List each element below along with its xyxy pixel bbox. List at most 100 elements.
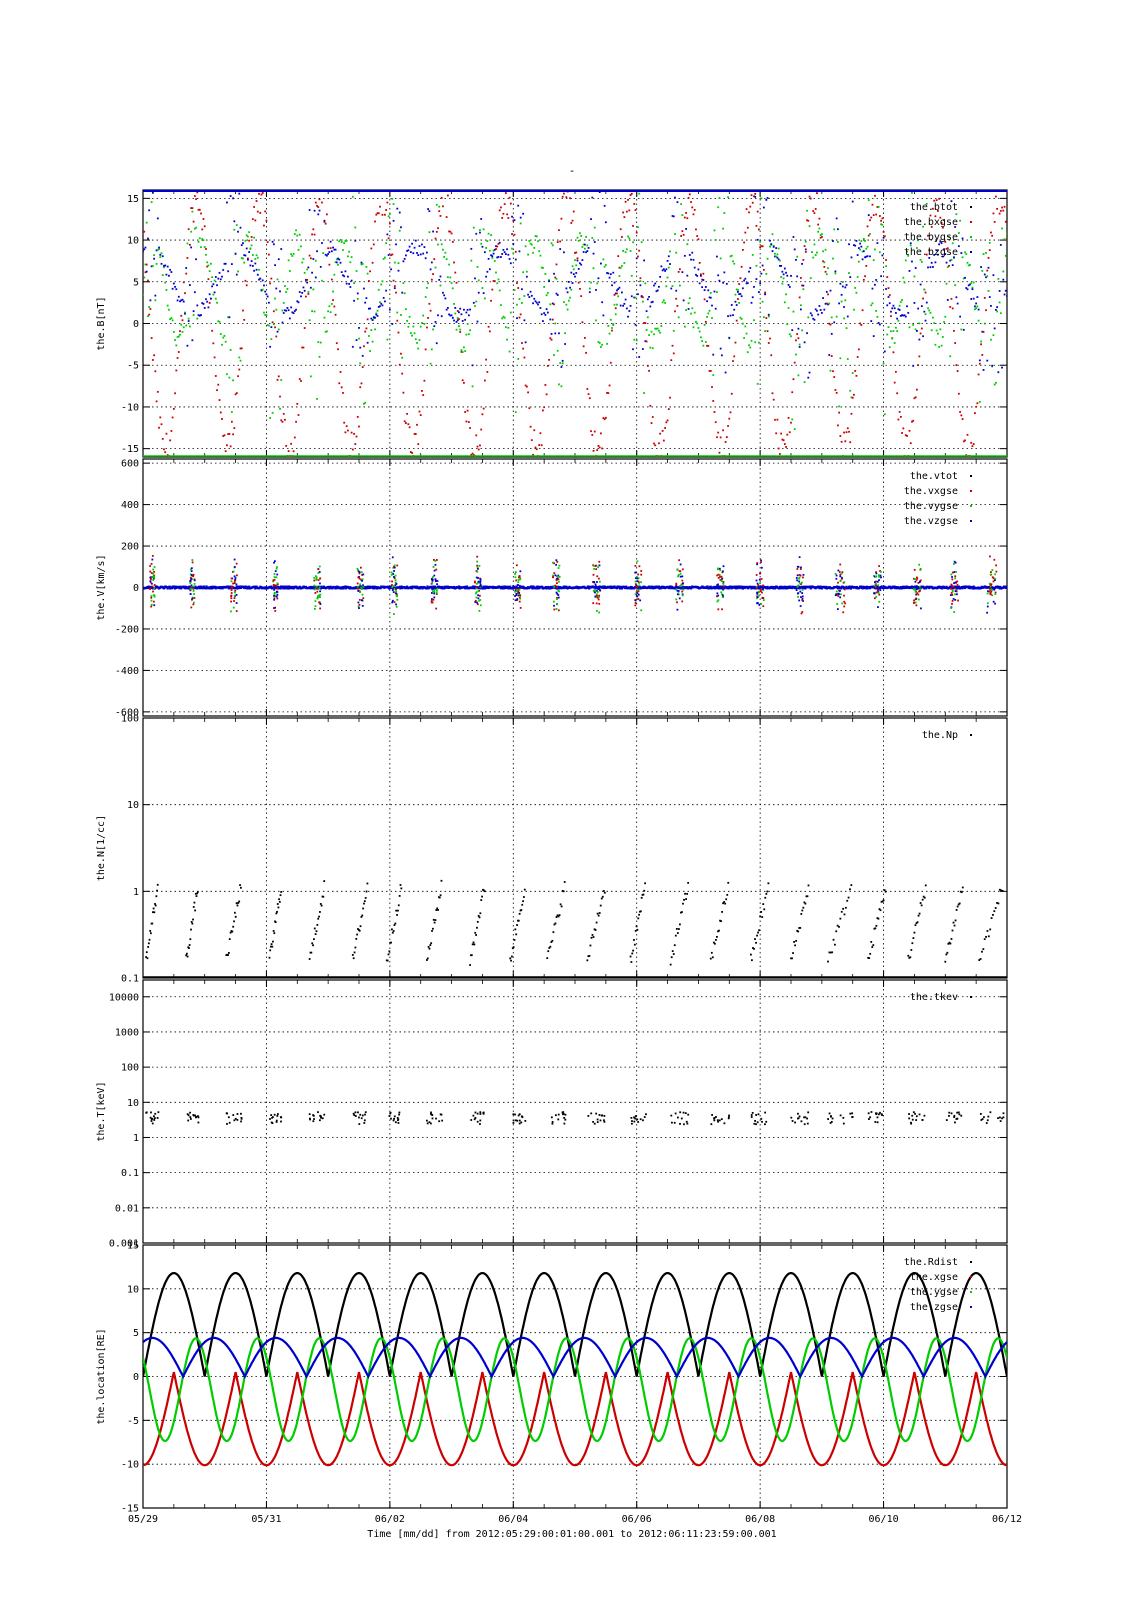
np-point	[192, 906, 195, 908]
v-point	[395, 603, 397, 606]
np-point	[149, 932, 152, 935]
by-point	[639, 280, 642, 283]
bx-point	[734, 341, 737, 344]
v-point	[514, 576, 517, 579]
v-point	[518, 591, 521, 594]
by-point	[292, 253, 295, 255]
bx-point	[344, 431, 347, 434]
by-point	[955, 213, 958, 216]
np-point	[145, 956, 147, 958]
bx-point	[712, 400, 715, 402]
v-point	[393, 576, 395, 578]
bz-point	[941, 255, 944, 258]
np-point	[228, 938, 231, 941]
by-point	[171, 319, 174, 322]
v-point	[634, 604, 637, 607]
by-point	[965, 253, 968, 256]
v-point	[722, 581, 725, 583]
bx-point	[776, 418, 779, 421]
vz-point	[783, 585, 786, 588]
np-point	[720, 920, 722, 923]
by-point	[909, 244, 912, 247]
v-point	[276, 593, 279, 596]
v-point	[875, 583, 877, 585]
bz-point	[483, 251, 486, 254]
v-point	[956, 584, 959, 586]
bz-point	[704, 286, 707, 288]
v-point	[317, 595, 320, 598]
v-point	[596, 581, 598, 583]
bz-point	[949, 259, 952, 262]
by-point	[261, 288, 264, 291]
by-point	[470, 259, 473, 262]
by-point	[571, 265, 574, 268]
vz-point	[602, 585, 605, 588]
by-point	[562, 301, 565, 304]
np-point	[719, 919, 721, 922]
bz-point	[423, 246, 426, 248]
bx-point	[202, 218, 205, 220]
np-point	[438, 896, 441, 899]
by-point	[716, 291, 718, 294]
by-point	[409, 332, 412, 334]
bz-point	[422, 252, 425, 255]
v-point	[519, 594, 522, 597]
np-point	[760, 911, 763, 913]
np-point	[194, 909, 197, 912]
v-point	[360, 578, 362, 581]
v-point	[878, 600, 881, 603]
v-point	[876, 585, 879, 588]
vz-point	[949, 585, 952, 588]
v-point	[393, 564, 396, 567]
v-point	[802, 600, 804, 602]
v-point	[801, 595, 804, 598]
bz-point	[460, 313, 463, 316]
by-point	[398, 229, 401, 232]
by-point	[359, 362, 362, 365]
by-point	[202, 239, 205, 242]
bz-point	[166, 265, 169, 268]
v-point	[949, 594, 952, 596]
bz-point	[491, 255, 494, 258]
bz-point	[569, 286, 571, 289]
by-point	[335, 258, 338, 261]
by-point	[551, 244, 554, 247]
v-point	[760, 578, 763, 580]
by-point	[854, 287, 857, 289]
v-point	[758, 603, 761, 606]
v-point	[716, 592, 719, 595]
by-point	[263, 311, 265, 314]
vz-point	[668, 586, 671, 589]
bx-point	[180, 314, 183, 317]
bz-point	[643, 259, 646, 262]
v-point	[995, 570, 998, 573]
v-point	[679, 585, 681, 587]
bx-point	[659, 432, 662, 435]
bz-point	[661, 269, 664, 272]
bz-point	[645, 310, 648, 313]
by-point	[554, 322, 557, 325]
v-point	[192, 590, 195, 592]
bz-point	[914, 267, 917, 269]
v-point	[391, 586, 394, 589]
by-point	[185, 324, 188, 327]
bx-point	[682, 233, 685, 236]
np-point	[270, 943, 273, 946]
v-point	[359, 566, 362, 569]
bz-point	[475, 232, 478, 235]
by-point	[681, 214, 684, 217]
np-point	[677, 928, 680, 930]
v-point	[915, 588, 918, 590]
by-point	[203, 246, 206, 248]
bx-point	[671, 344, 674, 347]
bz-point	[279, 290, 281, 293]
bz-point	[240, 244, 243, 247]
by-point	[322, 252, 325, 254]
bz-point	[932, 266, 934, 268]
by-point	[621, 265, 623, 267]
bz-point	[612, 271, 615, 274]
by-point	[658, 329, 660, 332]
by-point	[930, 329, 933, 332]
bz-point	[445, 308, 448, 311]
v-point	[393, 613, 395, 615]
